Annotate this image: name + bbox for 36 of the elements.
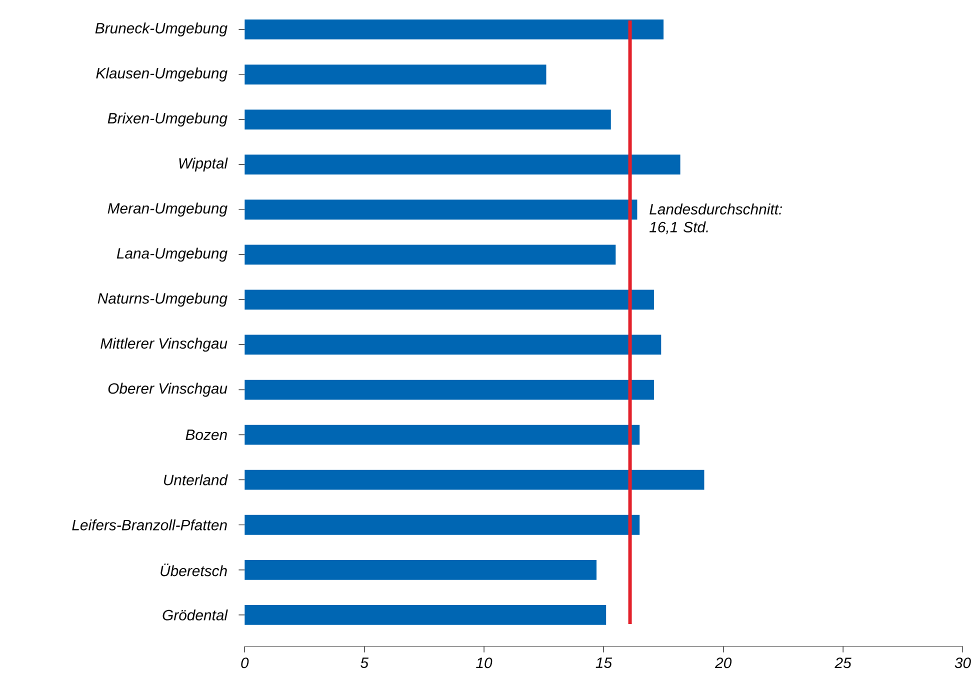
bar	[244, 560, 597, 580]
y-tick-label: Leifers-Branzoll-Pfatten	[72, 519, 227, 530]
bar	[244, 424, 640, 445]
y-tick-label: Mittlerer Vinschgau	[100, 338, 228, 352]
bar	[244, 244, 616, 264]
y-tick-label: Klausen-Umgebung	[96, 67, 228, 82]
x-tick-label: 0	[241, 657, 249, 668]
y-tick-label: Überetsch	[160, 563, 227, 576]
y-tick-label: Bruneck-Umgebung	[95, 22, 228, 36]
bar	[244, 334, 662, 355]
bar	[244, 380, 654, 400]
y-tick-label: Wipptal	[179, 158, 228, 172]
y-tick-label: Unterland	[164, 474, 228, 486]
x-tick-label: 5	[360, 657, 369, 668]
y-tick-label: Naturns-Umgebung	[98, 292, 228, 307]
bar	[244, 154, 680, 174]
x-tick-label: 10	[476, 657, 492, 668]
bar	[244, 109, 611, 130]
y-tick-label: Meran-Umgebung	[108, 202, 228, 216]
ref-line-label: Landesdurchschnitt: 16,1 Std.	[650, 203, 782, 234]
x-tick-label: 30	[954, 657, 971, 668]
bar	[244, 290, 654, 310]
x-tick-label: 20	[714, 657, 732, 668]
bar	[244, 64, 546, 84]
bar	[244, 604, 606, 625]
bar	[244, 19, 664, 40]
y-tick-label: Brixen-Umgebung	[108, 112, 228, 126]
y-tick-label: Oberer Vinschgau	[108, 382, 228, 397]
x-tick-label: 15	[596, 657, 612, 668]
bar	[244, 470, 704, 490]
bar	[244, 514, 640, 535]
y-tick-label: Grödental	[162, 609, 228, 620]
y-tick-label: Lana-Umgebung	[116, 248, 228, 262]
x-tick-label: 25	[834, 657, 852, 668]
bar	[244, 200, 638, 220]
y-tick-label: Bozen	[186, 429, 227, 440]
